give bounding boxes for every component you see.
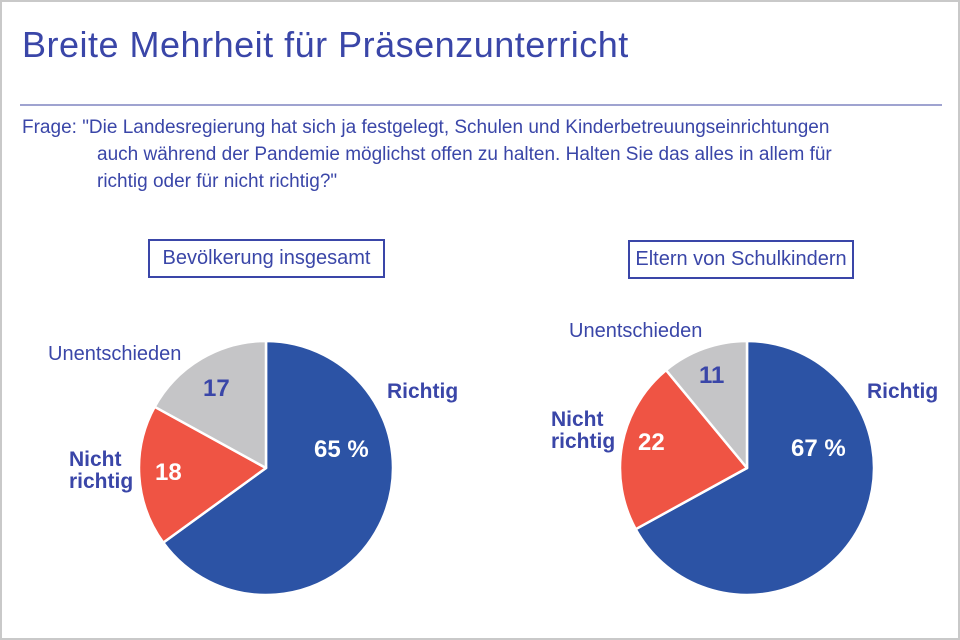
pie-chart-bevoelkerung-insgesamt	[137, 339, 395, 597]
pie1-value-nicht-richtig: 18	[155, 459, 182, 486]
pie-slice-richtig	[634, 339, 876, 597]
pie2-label-nicht-richtig: Nicht richtig	[551, 408, 616, 453]
pie1-label-nicht-richtig: Nicht richtig	[69, 448, 134, 493]
question-line-2: auch während der Pandemie möglichst offe…	[97, 144, 832, 165]
pie1-label-richtig: Richtig	[387, 380, 459, 403]
group-label-eltern-von-schulkindern: Eltern von Schulkindern	[628, 240, 854, 279]
pie1-value-unentschieden: 17	[203, 375, 230, 402]
title-divider	[20, 104, 942, 106]
pie2-label-unentschieden: Unentschieden	[569, 320, 703, 342]
pie-slice-nicht-richtig	[618, 368, 749, 531]
pie2-label-richtig: Richtig	[867, 380, 939, 403]
question-line-3: richtig oder für nicht richtig?"	[97, 171, 338, 192]
question-line-1: Frage: "Die Landesregierung hat sich ja …	[22, 117, 830, 138]
page-title: Breite Mehrheit für Präsenzunterricht	[22, 24, 629, 65]
pie-slice-unentschieden	[153, 339, 268, 470]
pie-slice-nicht-richtig	[137, 405, 268, 544]
pie2-value-nicht-richtig: 22	[638, 429, 665, 456]
pie-slice-richtig	[162, 339, 395, 597]
pie1-label-unentschieden: Unentschieden	[48, 343, 182, 365]
pie-chart-eltern-von-schulkindern	[618, 339, 876, 597]
pie-slice-unentschieden	[664, 339, 749, 470]
pie1-value-richtig: 65 %	[314, 436, 369, 463]
pie2-value-richtig: 67 %	[791, 435, 846, 462]
pie2-value-unentschieden: 11	[699, 362, 725, 389]
survey-question: Frage: "Die Landesregierung hat sich ja …	[22, 114, 832, 195]
group-label-bevoelkerung-insgesamt: Bevölkerung insgesamt	[148, 239, 385, 278]
